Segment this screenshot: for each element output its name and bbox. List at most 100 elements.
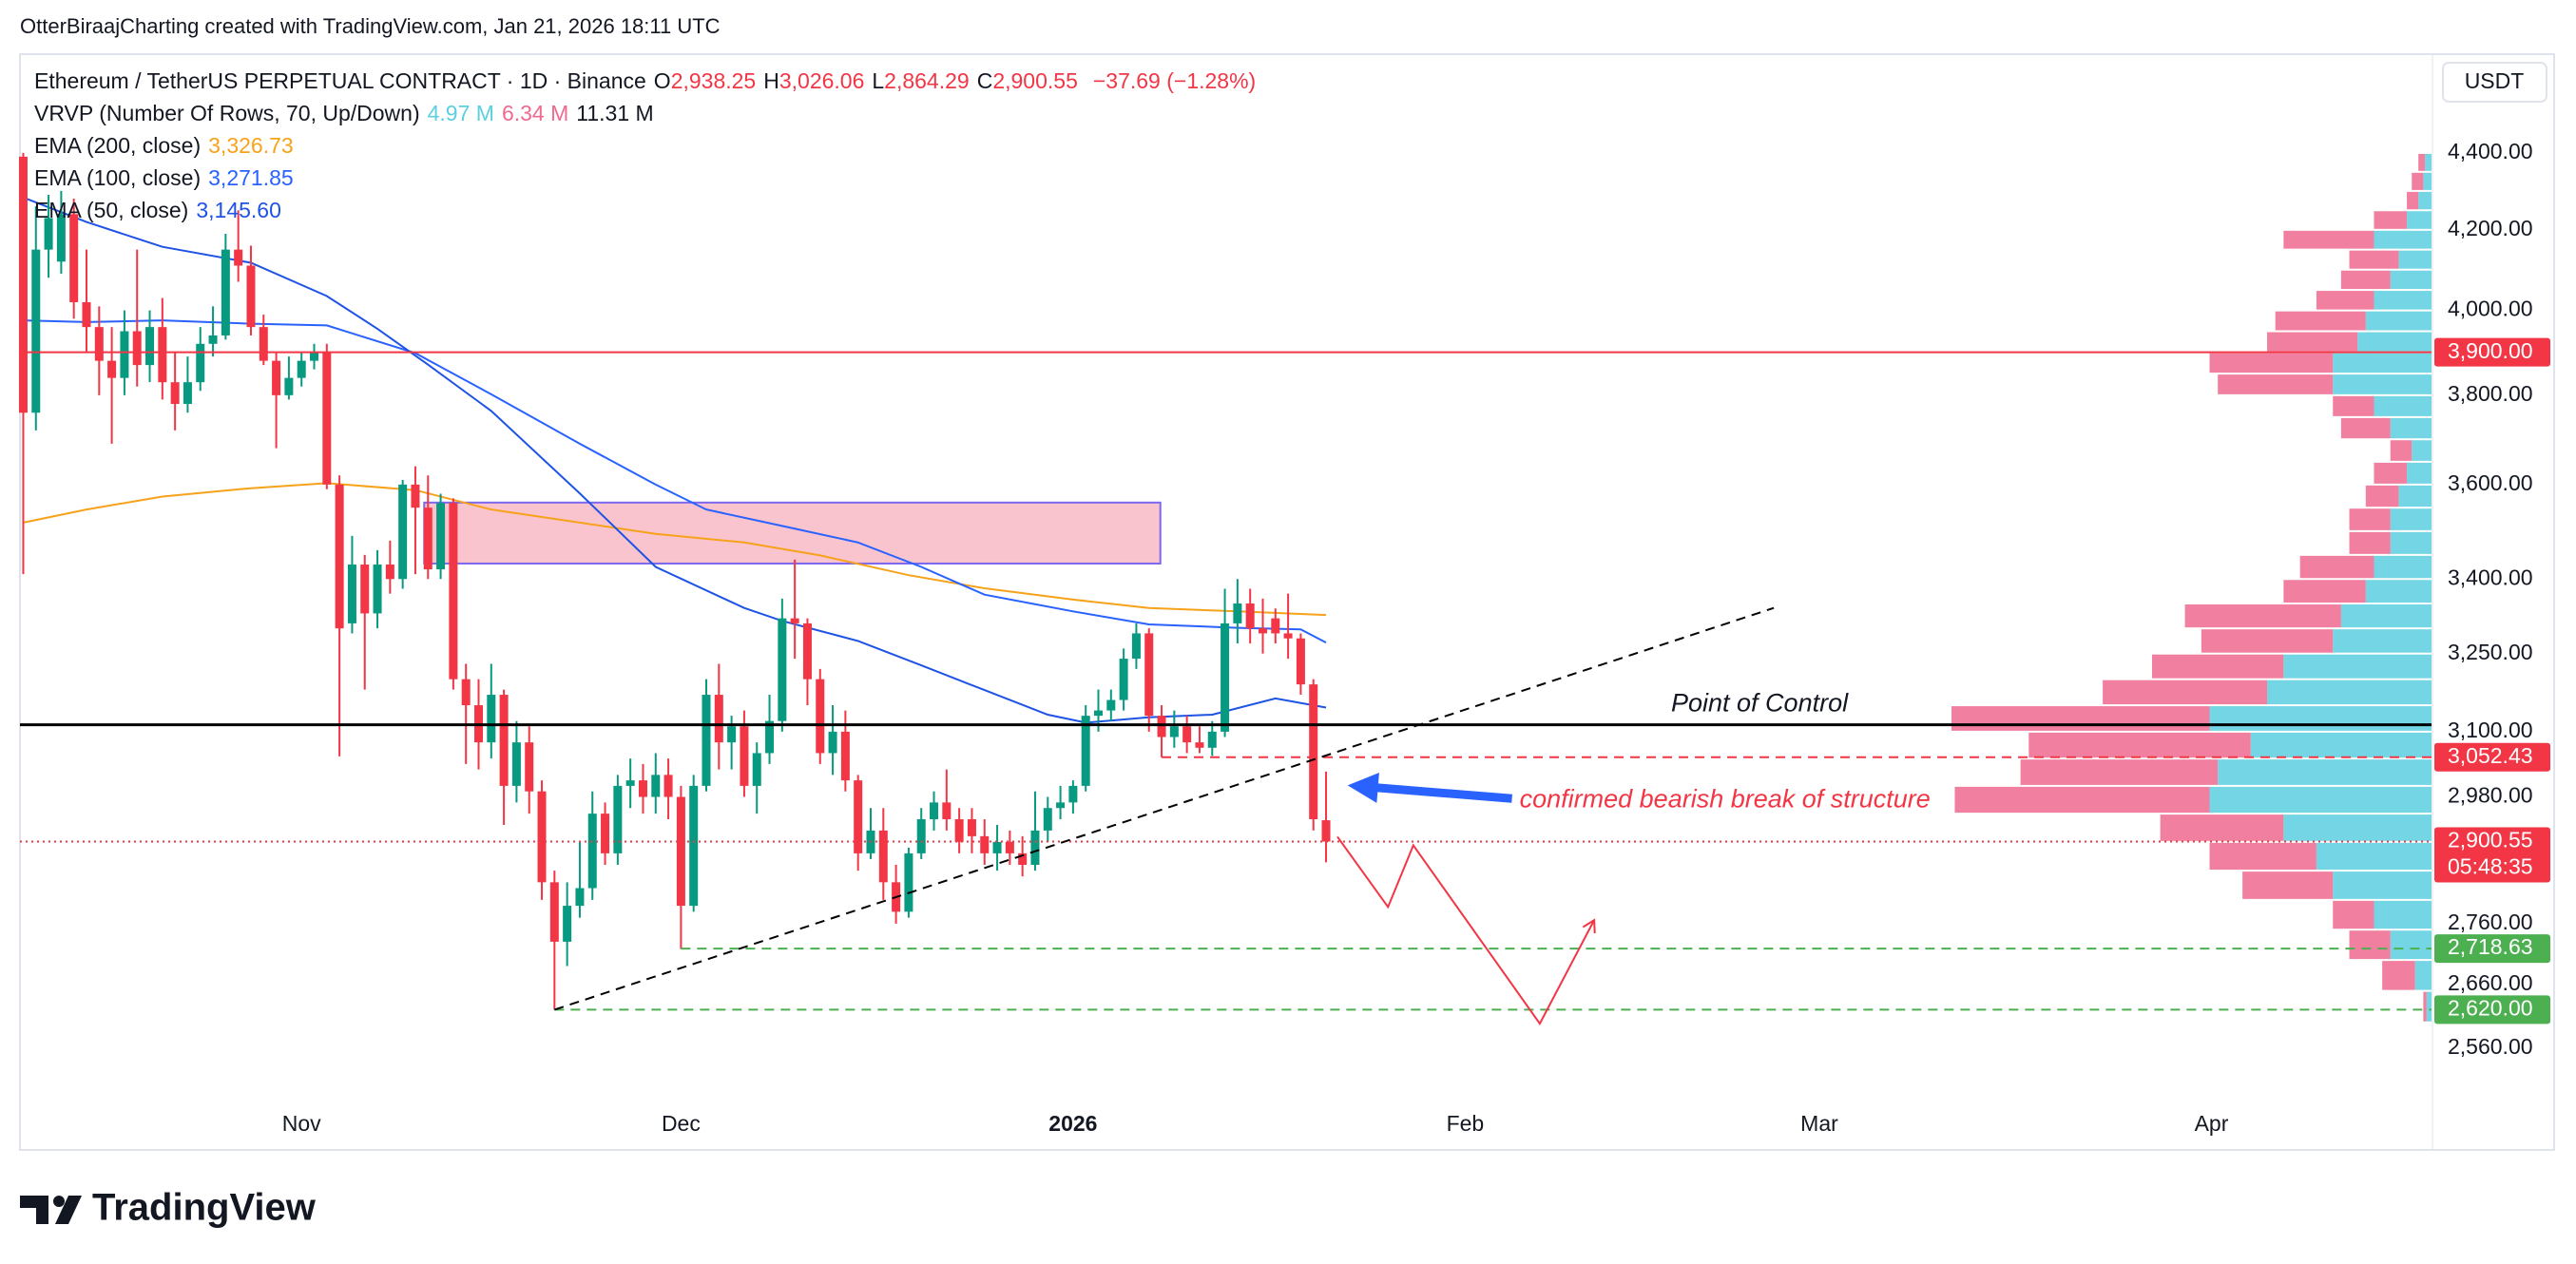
vrvp-down	[2028, 732, 2251, 758]
vrvp-up	[2365, 580, 2432, 603]
vrvp-up	[2333, 353, 2432, 373]
candle-body	[373, 564, 382, 614]
candle-body	[196, 343, 205, 383]
vrvp-down	[2283, 230, 2374, 249]
y-tick-label: 2,660.00	[2448, 970, 2533, 995]
candle-body	[284, 377, 294, 395]
ema-legend: EMA (200, close) 3,326.73 EMA (100, close)…	[34, 129, 1263, 226]
vrvp-up	[2267, 680, 2432, 705]
candle-body	[752, 753, 761, 786]
vrvp-down	[2184, 604, 2341, 628]
countdown: 05:48:35	[2448, 854, 2533, 879]
ema-name: EMA (100, close)	[34, 165, 202, 190]
candle-body	[1106, 699, 1116, 711]
price-label-box	[2434, 934, 2550, 964]
candle-body	[1018, 852, 1028, 865]
vrvp-down	[2349, 531, 2391, 554]
candle-body	[613, 785, 623, 853]
candle-body	[170, 382, 180, 405]
vrvp-up	[2418, 191, 2432, 210]
vrvp-up	[2412, 440, 2432, 461]
logo	[20, 1196, 82, 1224]
candle-body	[1157, 716, 1166, 737]
header: OtterBiraajCharting created with Trading…	[20, 14, 721, 38]
price-label: 2,620.00	[2448, 995, 2533, 1020]
candle-body	[740, 726, 749, 786]
candle-body	[272, 360, 281, 395]
candle-body	[549, 882, 559, 942]
candle-body	[94, 327, 104, 361]
candle-body	[1271, 618, 1280, 634]
legend-row: EMA (50, close) 3,145.60	[34, 194, 1263, 226]
x-tick-label: Feb	[1447, 1111, 1485, 1136]
projection	[1336, 835, 1596, 1025]
candle-body	[689, 785, 699, 907]
vrvp-up	[2390, 417, 2432, 439]
vrvp-down	[2283, 580, 2366, 603]
vrvp-total: 11.31 M	[576, 101, 654, 125]
candle-body	[625, 780, 635, 786]
vrvp-up	[2426, 991, 2432, 1022]
candle-body	[360, 564, 370, 614]
candle-body	[145, 327, 155, 366]
vrvp-name: VRVP (Number Of Rows, 70, Up/Down)	[34, 101, 420, 125]
candle-body	[1119, 659, 1128, 700]
vrvp-up	[2283, 814, 2432, 841]
candle-body	[676, 796, 685, 907]
candle-body	[638, 780, 647, 797]
price-label-box	[2434, 827, 2550, 883]
vrvp-down	[2340, 270, 2391, 290]
ema-value: 3,145.60	[196, 198, 281, 222]
ohlc-value: 3,026.06	[779, 68, 865, 93]
vrvp-down	[2242, 871, 2334, 899]
y-tick-label: 2,760.00	[2448, 910, 2533, 934]
candle-body	[335, 484, 344, 629]
candle-body	[802, 622, 812, 680]
y-tick-label: 3,250.00	[2448, 640, 2533, 664]
candle-body	[714, 695, 723, 743]
vrvp-down	[2333, 900, 2374, 929]
y-tick-label: 3,100.00	[2448, 718, 2533, 742]
candle-body	[297, 360, 306, 378]
candle-body	[107, 360, 117, 378]
vrvp-down	[2299, 555, 2374, 579]
vrvp-up	[2374, 900, 2432, 929]
candle-body	[727, 726, 737, 743]
candle-body	[778, 618, 787, 721]
candle-body	[1131, 633, 1141, 660]
candle-body	[1182, 726, 1192, 743]
candle-body	[1169, 726, 1179, 737]
candle-body	[651, 775, 661, 797]
candle-body	[587, 814, 597, 889]
vrvp-down	[2275, 311, 2366, 331]
legend-row: EMA (100, close) 3,271.85	[34, 162, 1263, 194]
change: −37.69 (−1.28%)	[1092, 68, 1257, 93]
chart-frame	[19, 53, 2555, 1151]
candle-body	[234, 249, 243, 266]
candle-body	[487, 695, 496, 743]
currency-box[interactable]	[2442, 62, 2547, 103]
x-tick-label: Nov	[282, 1111, 321, 1136]
vrvp-down	[2333, 395, 2374, 416]
candle-body	[82, 301, 91, 328]
ohlc-key: L	[872, 68, 885, 93]
x-tick-label: Mar	[1800, 1111, 1838, 1136]
level-annotation: Point of Control	[1671, 689, 1849, 718]
vrvp-up	[2374, 555, 2432, 579]
candle-body	[765, 720, 775, 754]
vrvp-down	[2201, 629, 2334, 653]
candle-body	[208, 335, 218, 344]
vrvp-down	[2316, 291, 2374, 310]
candle-body	[499, 695, 509, 786]
candle-body	[525, 742, 534, 792]
candle-body	[563, 906, 572, 942]
vrvp-up	[2283, 654, 2432, 679]
candle-body	[183, 382, 192, 405]
vrvp-down	[1954, 786, 2210, 814]
candle-body	[1005, 841, 1014, 853]
vrvp-up	[2425, 153, 2432, 171]
candle-body	[69, 214, 79, 302]
vrvp-up	[2374, 395, 2432, 416]
brand: TradingView	[92, 1187, 317, 1229]
